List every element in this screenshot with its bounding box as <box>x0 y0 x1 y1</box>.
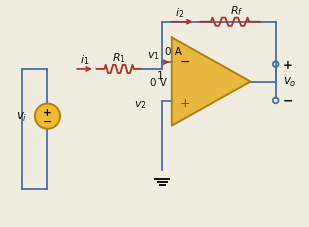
Text: +: + <box>283 59 293 72</box>
Polygon shape <box>172 38 251 126</box>
Circle shape <box>35 104 60 129</box>
Text: $R_f$: $R_f$ <box>230 4 243 18</box>
Text: $v_o$: $v_o$ <box>283 76 296 89</box>
Text: −: − <box>283 94 293 107</box>
Text: $R_1$: $R_1$ <box>112 51 126 65</box>
Text: $v_1$: $v_1$ <box>147 50 160 62</box>
Text: 1: 1 <box>157 71 164 81</box>
Text: +: + <box>43 107 52 117</box>
Text: $i_2$: $i_2$ <box>175 6 184 20</box>
Text: $i_1$: $i_1$ <box>80 53 89 67</box>
Text: 0 V: 0 V <box>150 77 167 87</box>
Text: $v_i$: $v_i$ <box>16 110 27 123</box>
Text: $-$: $-$ <box>179 55 190 68</box>
Text: −: − <box>43 116 52 126</box>
Text: $+$: $+$ <box>179 96 190 109</box>
Text: 0 A: 0 A <box>165 47 182 57</box>
Text: $v_2$: $v_2$ <box>134 99 147 111</box>
